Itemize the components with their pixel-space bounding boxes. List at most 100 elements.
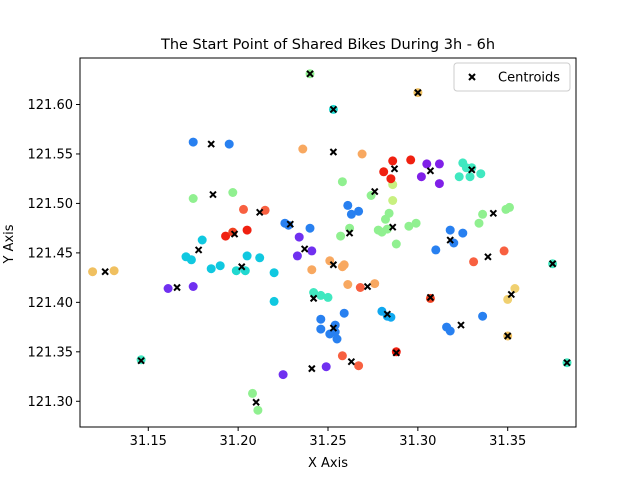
x-tick-label: 31.25 [309,434,346,449]
centroid-marker [309,294,318,303]
centroid-stroke [309,294,318,303]
centroid-stroke [426,167,435,175]
centroid-marker [457,321,465,329]
data-point [332,334,342,344]
data-point [343,200,353,210]
data-point [391,239,401,249]
data-point [163,284,173,293]
centroid-marker [306,70,314,78]
centroid-stroke [426,293,435,302]
x-tick-label: 31.30 [399,434,436,449]
data-point [388,196,398,205]
centroid-marker [426,293,435,302]
legend: Centroids [453,62,571,92]
centroid-stroke [207,140,215,148]
data-point [343,280,353,289]
data-point [411,218,421,228]
centroid-stroke [563,358,571,367]
centroid-stroke [468,166,476,174]
centroid-stroke [101,267,109,276]
centroid-stroke [329,261,338,269]
centroid-marker [371,187,379,196]
centroid-marker [207,140,215,148]
data-point [416,172,426,182]
data-point [224,139,234,149]
centroid-stroke [329,105,338,114]
chart-title: The Start Point of Shared Bikes During 3… [160,37,495,53]
centroid-marker [173,283,181,292]
legend-box [453,62,571,92]
data-point [242,225,252,235]
data-point [221,231,231,241]
data-point [476,169,486,179]
centroid-stroke [504,332,512,340]
data-point [186,255,196,265]
plot-area [88,69,572,415]
data-point [307,265,317,275]
data-point [321,362,331,372]
data-point [469,257,479,267]
centroid-marker [238,263,246,271]
centroid-stroke [300,245,309,253]
data-point [357,149,367,159]
centroid-stroke [414,88,422,97]
centroid-stroke [507,290,516,299]
data-point [88,267,98,277]
data-point [228,188,238,197]
centroid-stroke [363,282,372,291]
data-point [323,292,333,302]
centroid-marker [329,105,338,114]
data-point [434,179,444,189]
x-tick-label: 31.35 [489,434,526,449]
centroid-marker [504,332,512,340]
centroid-stroke [209,190,217,199]
centroid-marker [548,260,557,268]
centroid-stroke [194,246,203,254]
data-point [406,155,416,165]
y-tick-label: 121.60 [28,98,74,113]
data-point [253,405,263,415]
data-point [269,268,279,278]
axes: 31.15 31.20 31.25 31.30 31.35 121.30 121.35 121… [28,57,577,449]
data-point [499,246,509,256]
data-point [445,225,455,235]
centroid-stroke [548,260,557,268]
legend-label: Centroids [498,71,560,86]
centroid-marker [329,148,338,156]
data-point [260,205,270,215]
data-point [215,261,225,271]
centroid-stroke [238,263,246,271]
data-point [339,308,349,318]
data-point [445,326,455,336]
centroid-marker [390,165,399,173]
centroid-marker [347,358,356,366]
data-point [458,228,468,238]
centroid-marker [137,357,145,365]
data-point [465,172,475,182]
centroid-marker [329,261,338,269]
data-point [231,266,241,276]
y-tick-label: 121.55 [28,147,74,162]
x-tick-label: 31.15 [130,434,167,449]
centroid-marker [507,290,516,299]
data-point [292,251,302,261]
y-tick-label: 121.30 [28,395,74,410]
data-point [255,253,265,263]
data-point [206,264,216,274]
centroid-stroke [446,236,454,244]
centroid-stroke [371,187,379,196]
centroid-stroke [457,321,465,329]
data-point [337,177,347,187]
centroid-marker [230,230,239,238]
data-point [336,231,346,241]
centroid-stroke [173,283,181,292]
centroid-marker [426,167,435,175]
centroid-stroke [383,310,392,318]
data-point [431,245,441,255]
centroid-stroke [484,253,492,261]
centroid-marker [300,245,309,253]
data-point [354,361,364,371]
data-point [269,296,279,306]
data-point [370,279,380,289]
centroid-stroke [230,230,239,238]
